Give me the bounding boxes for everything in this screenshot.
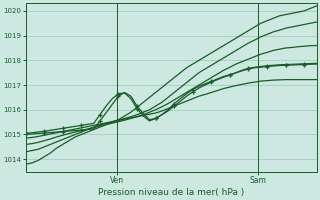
X-axis label: Pression niveau de la mer( hPa ): Pression niveau de la mer( hPa ) [98, 188, 244, 197]
